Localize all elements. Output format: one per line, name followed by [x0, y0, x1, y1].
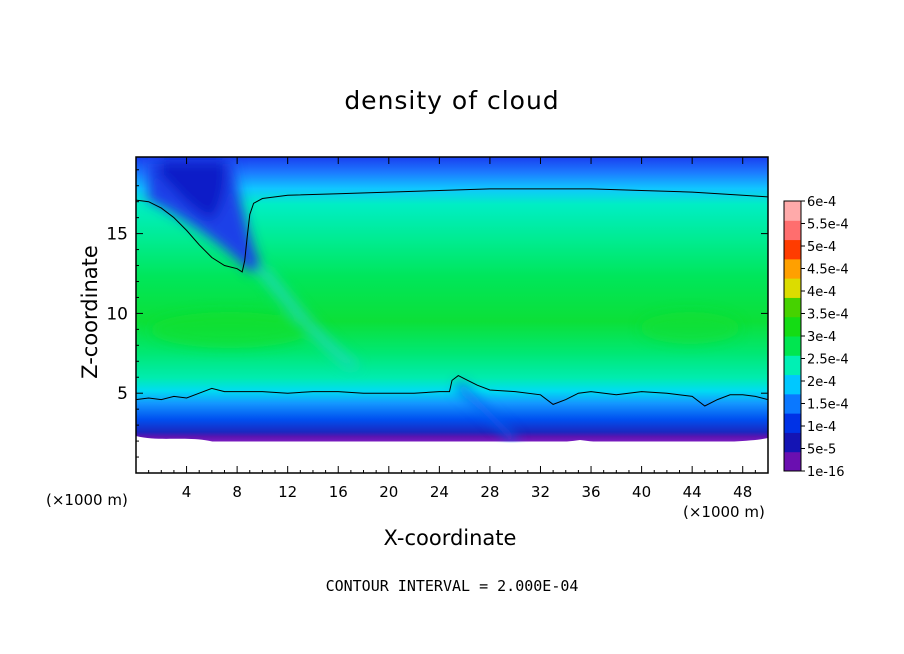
y-tick-label: 15 — [106, 225, 128, 245]
core-region-east — [640, 312, 740, 344]
x-axis-label: X-coordinate — [383, 526, 517, 550]
core-region — [150, 312, 310, 348]
colorbar-label: 4e-4 — [807, 285, 836, 300]
colorbar-swatch — [784, 336, 801, 356]
density-features — [148, 160, 740, 442]
colorbar-label: 5e-5 — [807, 443, 836, 458]
x-axis-unit: (×1000 m) — [683, 503, 765, 521]
colorbar-swatch — [784, 355, 801, 376]
x-tick-label: 16 — [329, 483, 348, 501]
colorbar-label: 6e-4 — [807, 195, 836, 210]
x-tick-label: 8 — [232, 483, 242, 501]
contour-interval-note: CONTOUR INTERVAL = 2.000E-04 — [325, 577, 579, 595]
colorbar-label: 1e-4 — [807, 420, 836, 435]
colorbar-swatch — [784, 316, 801, 337]
contour-line-2 — [136, 375, 768, 407]
colorbar-swatch — [784, 393, 801, 414]
contour-line-1 — [136, 188, 768, 273]
x-tick-label: 48 — [733, 483, 752, 501]
dry-plume-core — [160, 160, 226, 220]
x-tick-label: 32 — [531, 483, 550, 501]
colorbar-swatch — [784, 451, 801, 472]
x-tick-label: 40 — [632, 483, 651, 501]
colorbar-label: 3.5e-4 — [807, 308, 849, 323]
colorbar-label: 2e-4 — [807, 375, 836, 390]
y-axis-unit: (×1000 m) — [46, 491, 128, 509]
y-tick-label: 5 — [117, 384, 128, 404]
x-tick-label: 36 — [581, 483, 600, 501]
ground-mask — [136, 436, 768, 473]
colorbar-label: 5e-4 — [807, 240, 836, 255]
colorbar-swatch — [784, 432, 801, 453]
x-axis: 4 8 12 16 20 24 28 32 36 40 44 48 — [148, 157, 756, 501]
density-field — [136, 157, 768, 473]
x-tick-label: 24 — [430, 483, 449, 501]
colorbar-label: 5.5e-4 — [807, 218, 849, 233]
y-tick-label: 10 — [106, 304, 128, 324]
colorbar-swatch — [784, 239, 801, 260]
colorbar-swatch — [784, 201, 801, 221]
colorbar-label: 4.5e-4 — [807, 263, 849, 278]
colorbar-swatch — [784, 220, 801, 241]
x-tick-label: 20 — [379, 483, 398, 501]
colorbar-swatch — [784, 297, 801, 318]
colorbar-label: 2.5e-4 — [807, 353, 849, 368]
colorbar-swatch — [784, 374, 801, 395]
colorbar: 1e-16 5e-5 1e-4 1.5e-4 2e-4 2.5e-4 3e-4 3.5e-4 4… — [783, 195, 849, 480]
colorbar-label: 3e-4 — [807, 330, 836, 345]
x-tick-label: 4 — [182, 483, 192, 501]
y-axis-label: Z-coordinate — [78, 245, 102, 379]
streak-feature — [255, 268, 360, 370]
colorbar-label: 1e-16 — [807, 465, 845, 480]
contour-lines — [136, 188, 768, 407]
colorbar-swatch — [784, 258, 801, 279]
colorbar-swatch — [784, 278, 801, 298]
x-tick-label: 28 — [480, 483, 499, 501]
x-tick-label: 12 — [278, 483, 297, 501]
tower-feature — [455, 380, 520, 442]
chart-title: density of cloud — [344, 86, 560, 115]
colorbar-swatch — [784, 413, 801, 433]
x-tick-label: 44 — [683, 483, 702, 501]
colorbar-label: 1.5e-4 — [807, 398, 849, 413]
y-axis: 5 10 15 — [106, 169, 768, 458]
